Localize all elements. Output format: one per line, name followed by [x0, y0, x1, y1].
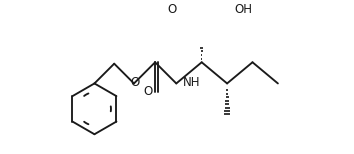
Text: NH: NH [183, 75, 201, 89]
Text: OH: OH [234, 3, 252, 16]
Text: O: O [143, 85, 153, 98]
Text: O: O [131, 76, 140, 89]
Text: O: O [167, 3, 177, 16]
